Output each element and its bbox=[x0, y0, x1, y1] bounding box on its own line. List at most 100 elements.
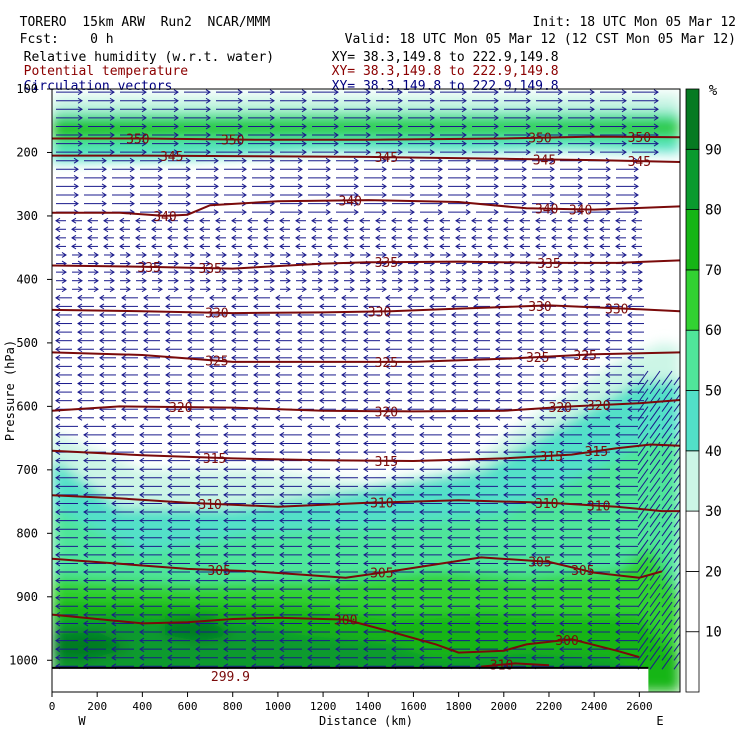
humidity-region bbox=[52, 631, 132, 661]
wind-vector-head bbox=[263, 217, 269, 224]
wind-vector-head bbox=[333, 269, 339, 276]
wind-vector-head bbox=[77, 354, 83, 361]
wind-vector-head bbox=[429, 354, 435, 361]
wind-vector-head bbox=[349, 269, 355, 276]
wind-vector-slant bbox=[661, 539, 673, 555]
wind-vector-head bbox=[519, 234, 525, 241]
wind-vector-head bbox=[73, 166, 79, 173]
wind-vector-head bbox=[549, 200, 555, 207]
wind-vector-head bbox=[139, 517, 145, 524]
theta-label-310: 310 bbox=[198, 498, 221, 513]
wind-vector-head bbox=[365, 149, 371, 156]
wind-vector-head bbox=[539, 294, 545, 301]
wind-vector-head bbox=[653, 123, 659, 130]
wind-vector-slant bbox=[649, 619, 661, 635]
colorbar-swatch bbox=[685, 390, 700, 452]
colorbar-swatch bbox=[685, 631, 700, 693]
wind-vector-head bbox=[269, 174, 275, 181]
wind-vector-head bbox=[605, 372, 611, 378]
wind-vector-slant bbox=[637, 628, 649, 643]
wind-vector-head bbox=[495, 294, 501, 301]
wind-vector-head bbox=[307, 543, 313, 550]
wind-vector-head bbox=[121, 372, 127, 378]
wind-vector-head bbox=[451, 337, 457, 344]
wind-vector-head bbox=[185, 157, 191, 164]
wind-vector-head bbox=[295, 234, 301, 241]
wind-vector-head bbox=[615, 526, 621, 533]
wind-vector-head bbox=[407, 397, 413, 404]
wind-vector-head bbox=[509, 252, 515, 258]
y-tick-label: 100 bbox=[16, 82, 38, 96]
wind-vector-head bbox=[253, 269, 259, 276]
wind-vector-head bbox=[451, 354, 457, 361]
wind-vector-head bbox=[503, 491, 509, 498]
wind-vector-head bbox=[407, 363, 413, 370]
wind-vector-head bbox=[103, 226, 109, 233]
wind-vector-slant bbox=[673, 606, 680, 617]
wind-vector-head bbox=[241, 183, 247, 190]
wind-vector-head bbox=[493, 114, 499, 121]
wind-vector-head bbox=[167, 526, 173, 533]
wind-vector-head bbox=[279, 423, 285, 430]
wind-vector-head bbox=[517, 372, 523, 378]
wind-vector-head bbox=[557, 97, 563, 104]
wind-vector-head bbox=[375, 234, 381, 241]
wind-vector-head bbox=[363, 372, 369, 378]
wind-vector-slant bbox=[637, 495, 649, 510]
x-tick-label: 1200 bbox=[310, 700, 337, 713]
wind-vector-head bbox=[495, 346, 501, 353]
wind-vector-head bbox=[101, 166, 107, 173]
wind-vector-head bbox=[627, 312, 633, 318]
wind-vector-head bbox=[101, 174, 107, 181]
wind-vector-head bbox=[307, 474, 313, 481]
wind-vector-slant bbox=[637, 388, 649, 404]
wind-vector-head bbox=[251, 449, 257, 455]
wind-vector-head bbox=[559, 491, 565, 498]
theta-label-305: 305 bbox=[207, 564, 230, 579]
wind-vector-head bbox=[391, 517, 397, 524]
wind-vector-head bbox=[473, 380, 479, 387]
wind-vector-head bbox=[461, 149, 467, 156]
wind-vector-slant bbox=[673, 420, 680, 430]
wind-vector-head bbox=[55, 397, 61, 404]
wind-vector-head bbox=[251, 432, 257, 438]
wind-vector-head bbox=[335, 611, 341, 618]
wind-vector-head bbox=[605, 252, 611, 258]
wind-vector-head bbox=[101, 192, 107, 198]
wind-vector-head bbox=[407, 303, 413, 310]
wind-vector-head bbox=[55, 372, 61, 378]
wind-vector-head bbox=[653, 149, 659, 156]
west-end-label: W bbox=[78, 714, 86, 728]
wind-vector-head bbox=[615, 226, 621, 233]
wind-vector-slant bbox=[649, 610, 661, 626]
field-xy-rh: 38.3,149.8 to 222.9,149.8 bbox=[362, 50, 559, 65]
wind-vector-head bbox=[183, 217, 189, 224]
wind-vector-head bbox=[269, 114, 275, 121]
wind-vector-slant bbox=[673, 384, 680, 395]
wind-vector-head bbox=[627, 389, 633, 396]
wind-vector-head bbox=[301, 97, 307, 104]
wind-vector-head bbox=[429, 97, 435, 104]
wind-vector-slant bbox=[673, 482, 680, 492]
wind-vector-head bbox=[141, 269, 147, 276]
wind-vector-head bbox=[223, 466, 229, 473]
wind-vector-head bbox=[195, 551, 201, 558]
wind-vector-head bbox=[241, 192, 247, 198]
wind-vector-head bbox=[365, 132, 371, 138]
wind-vector-head bbox=[83, 654, 89, 661]
wind-vector-head bbox=[139, 637, 145, 644]
wind-vector-slant bbox=[661, 557, 673, 572]
wind-vector-head bbox=[333, 277, 339, 284]
wind-vector-head bbox=[573, 286, 579, 293]
wind-vector-head bbox=[437, 166, 443, 173]
wind-vector-head bbox=[129, 183, 135, 190]
wind-vector-slant bbox=[661, 601, 673, 617]
wind-vector-head bbox=[167, 569, 173, 575]
wind-vector-head bbox=[195, 560, 201, 567]
wind-vector-head bbox=[583, 346, 589, 353]
wind-vector-head bbox=[637, 269, 643, 276]
wind-vector-head bbox=[121, 363, 127, 370]
wind-vector-head bbox=[495, 312, 501, 318]
wind-vector-head bbox=[561, 312, 567, 318]
